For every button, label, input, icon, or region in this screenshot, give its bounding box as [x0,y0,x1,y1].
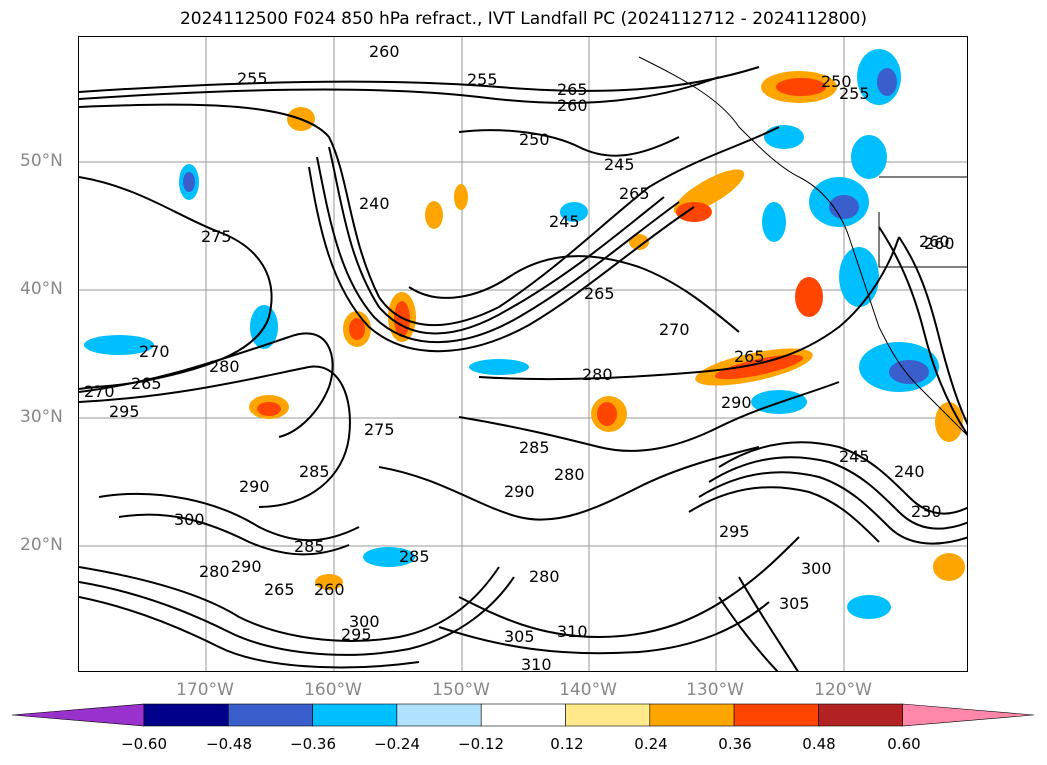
contour-label: 255 [839,84,870,103]
contour-label: 310 [521,655,552,672]
contour-label: 265 [734,347,765,366]
contour-label: 255 [237,69,268,88]
contour-label: 290 [721,393,752,412]
contour-label: 300 [801,559,832,578]
contour-label: 300 [349,612,380,631]
colorbar [11,703,1035,727]
colorbar-tick: −0.60 [121,735,167,753]
colorbar-tick: 0.36 [718,735,752,753]
contour-label: 280 [554,465,585,484]
contour-label: 285 [519,438,550,457]
lon-label-150w: 150°W [432,680,490,700]
colorbar-extend-low [11,703,145,727]
colorbar-segment [312,703,398,727]
colorbar-segment [565,703,651,727]
contour-label: 260 [314,580,345,599]
contour-label: 280 [529,567,560,586]
contour-label: 275 [364,420,395,439]
contour-label: 280 [582,365,613,384]
lon-label-160w: 160°W [304,680,362,700]
contour-label: 285 [399,547,430,566]
contour-label: 280 [199,562,230,581]
colorbar-tick: 0.24 [634,735,668,753]
lat-label-50n: 50°N [20,151,63,171]
contour-label: 290 [504,482,535,501]
map-canvas: 255 255 260 265 260 250 250 255 245 265 … [79,37,967,672]
contour-label: 265 [264,580,295,599]
contour-label: 285 [294,537,325,556]
shading-blobs [84,49,965,619]
contour-label: 245 [549,212,580,231]
contour-label: 265 [584,284,615,303]
contour-label: 265 [131,374,162,393]
contour-label: 275 [201,227,232,246]
contour-label: 260 [369,42,400,61]
contour-label: 295 [719,522,750,541]
contour-label: 240 [894,462,925,481]
colorbar-segment [480,703,566,727]
contour-label: 240 [359,194,390,213]
colorbar-segment [228,703,313,727]
contour-label: 250 [519,130,550,149]
contour-label: 265 [619,184,650,203]
contour-label: 245 [839,447,870,466]
contour-label: 295 [341,625,372,644]
colorbar-tick: −0.24 [374,735,420,753]
coastline [638,56,967,436]
contour-label: 245 [604,155,635,174]
contour-label: 260 [919,232,950,251]
colorbar-tick: −0.36 [290,735,336,753]
colorbar-segment [733,703,819,727]
contour-label: 270 [659,320,690,339]
colorbar-tick: 0.48 [802,735,836,753]
lat-label-40n: 40°N [20,279,63,299]
contour-label: 255 [467,70,498,89]
contour-label: 310 [557,622,588,641]
colorbar-segment [649,703,735,727]
lon-label-120w: 120°W [814,680,872,700]
contour-label: 285 [299,462,330,481]
colorbar-tick: −0.12 [458,735,504,753]
map-title: 2024112500 F024 850 hPa refract., IVT La… [179,9,867,29]
refractivity-contours [79,66,967,671]
contour-label: 290 [239,477,270,496]
colorbar-extend-high [902,703,1035,727]
contour-label-layer: 255 255 260 265 260 250 250 255 245 265 … [84,42,955,672]
contour-label: 305 [779,594,810,613]
colorbar-tick: −0.48 [206,735,252,753]
contour-label: 265 [557,80,588,99]
lat-label-30n: 30°N [20,407,63,427]
colorbar-tick: 0.60 [887,735,921,753]
lon-label-140w: 140°W [559,680,617,700]
lon-label-130w: 130°W [686,680,744,700]
lat-label-20n: 20°N [20,535,63,555]
contour-label: 260 [924,234,955,253]
colorbar-segment [143,703,229,727]
contour-label: 270 [84,382,115,401]
contour-label: 280 [209,357,240,376]
lon-label-170w: 170°W [176,680,234,700]
contour-label: 250 [821,72,852,91]
colorbar-tick: 0.12 [550,735,584,753]
contour-label: 260 [557,96,588,115]
contour-label: 230 [911,502,942,521]
map-panel: 255 255 260 265 260 250 250 255 245 265 … [78,36,968,672]
contour-label: 270 [139,342,170,361]
colorbar-segment [396,703,482,727]
colorbar-segment [818,703,904,727]
graticule [79,37,967,671]
contour-label: 295 [109,402,140,421]
contour-label: 290 [231,557,262,576]
contour-label: 300 [174,510,205,529]
contour-label: 305 [504,627,535,646]
